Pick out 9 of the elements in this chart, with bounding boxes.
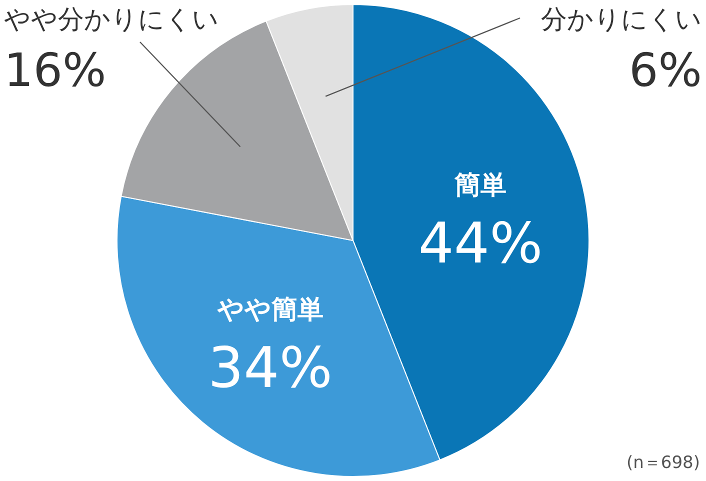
text: (n＝698) (626, 453, 700, 473)
data-label: 44% (418, 212, 543, 277)
slice-label: 分かりにくい (541, 5, 702, 35)
slice-label: やや分かりにくい (4, 5, 219, 35)
slice-label: やや簡単 (216, 295, 324, 326)
data-label: 34% (208, 336, 332, 402)
slice-label: 簡単 (454, 170, 506, 201)
data-label: 16% (4, 43, 106, 97)
data-label: 6% (629, 43, 702, 97)
